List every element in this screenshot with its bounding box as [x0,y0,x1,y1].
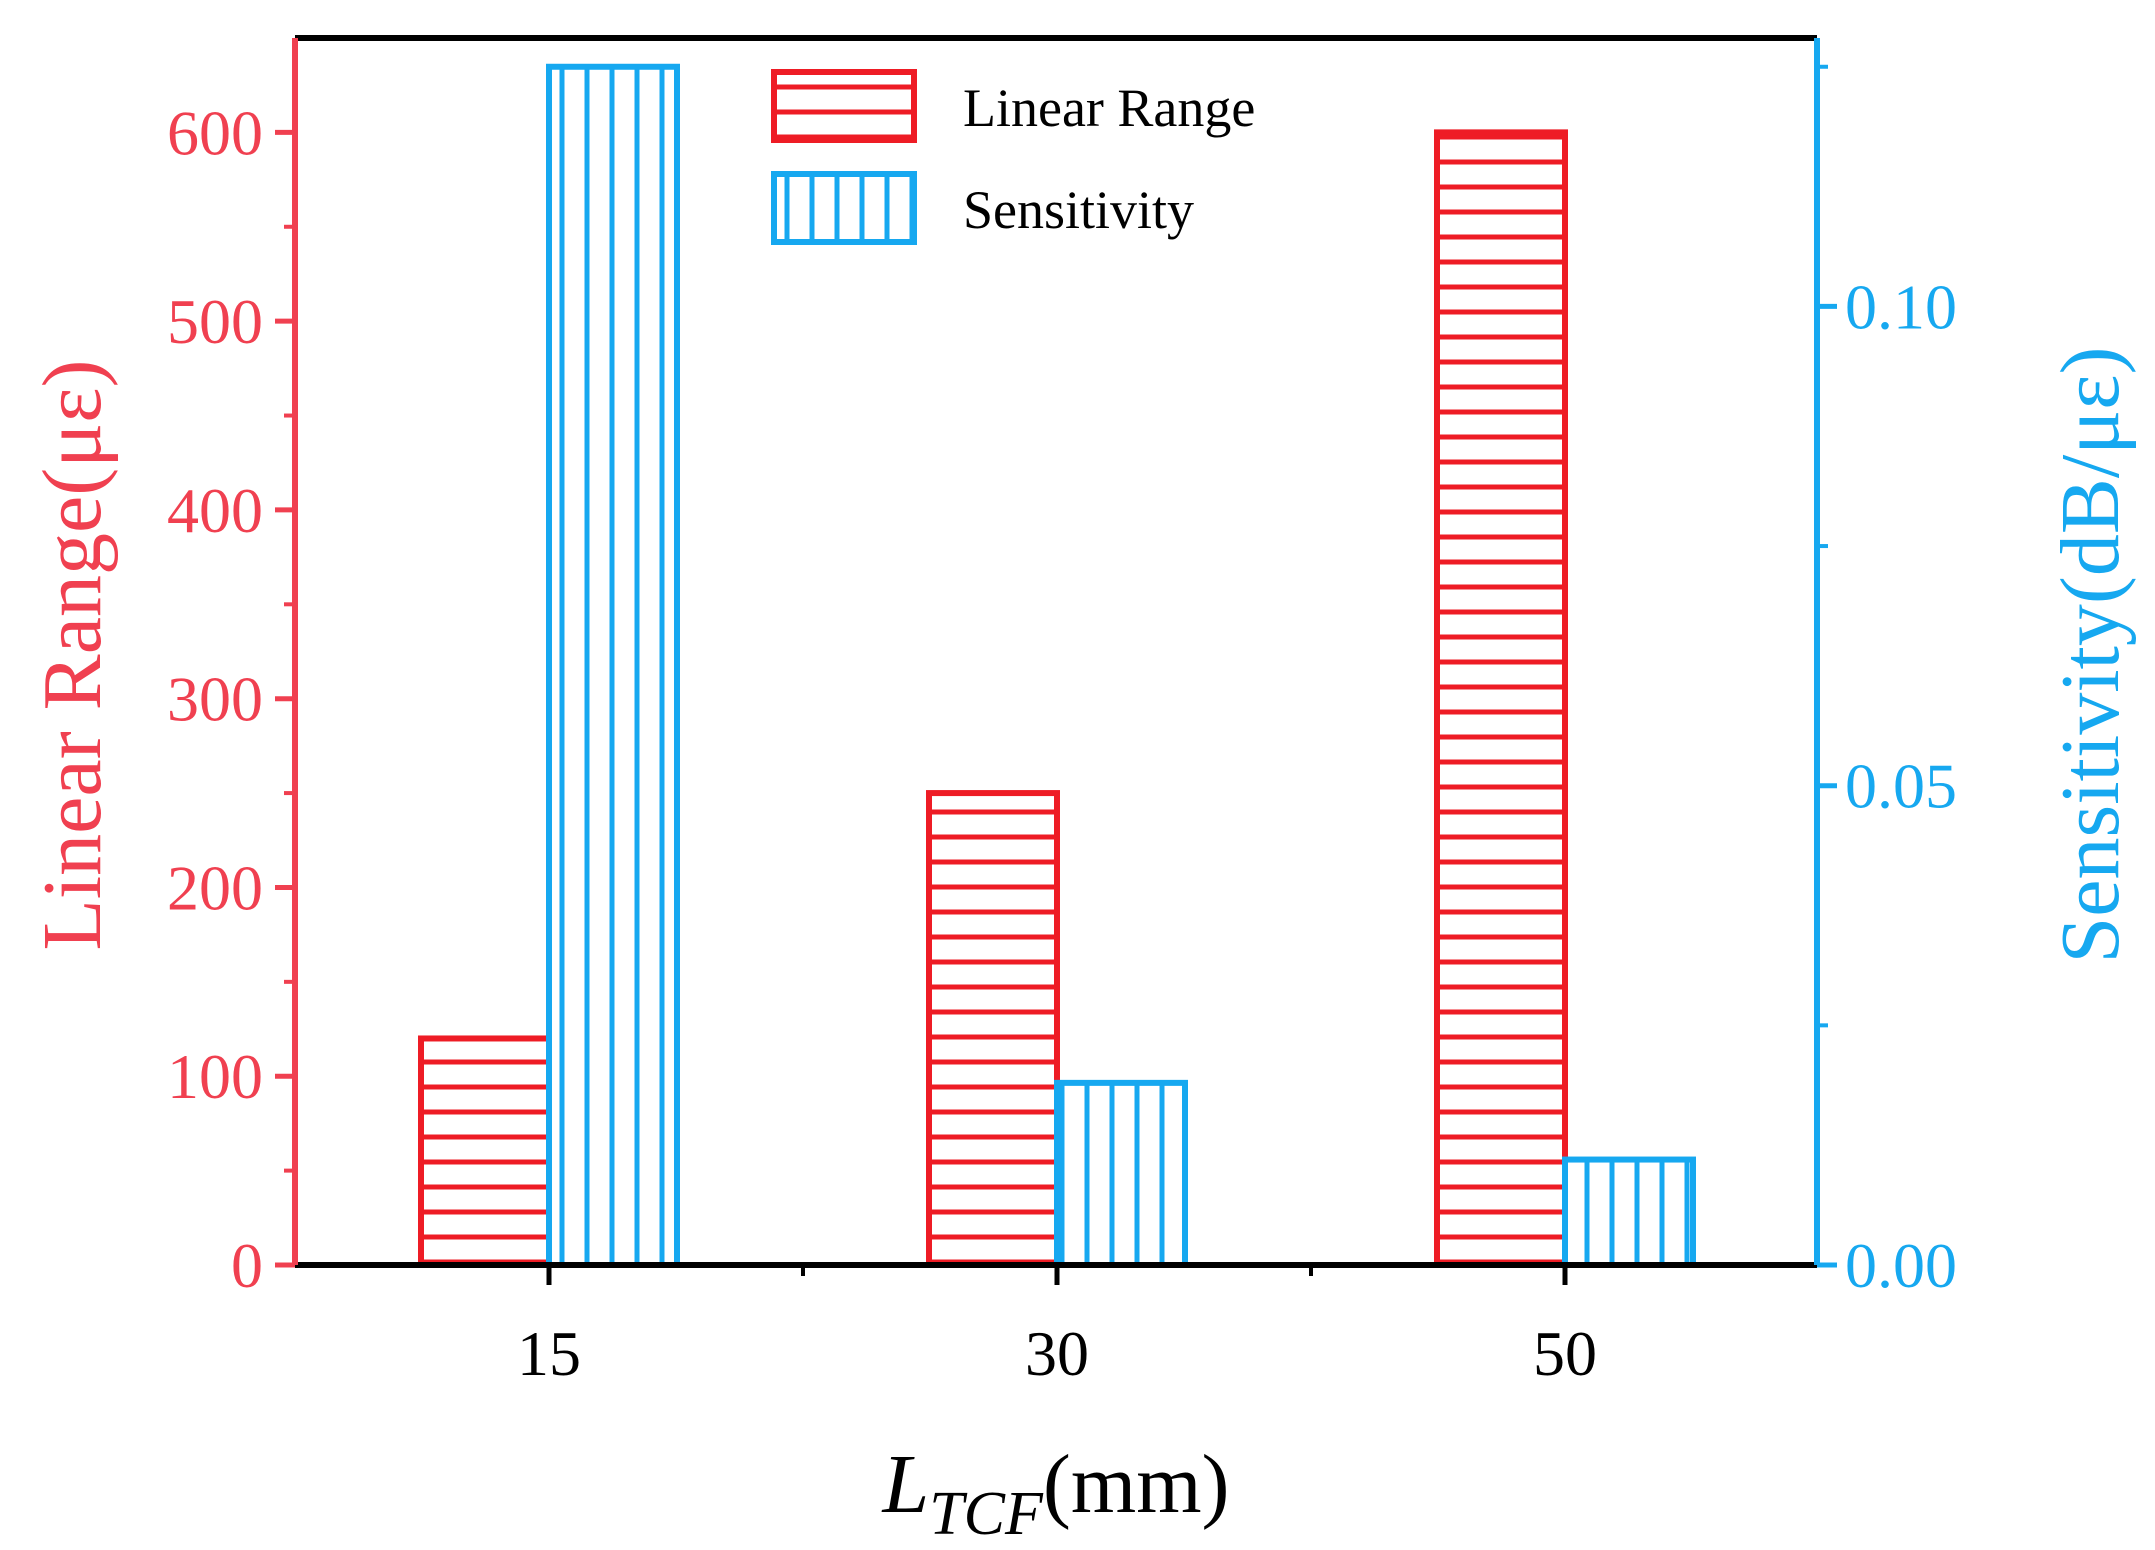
bars-layer [418,63,1696,1268]
bar-sensitivity-15 [546,63,680,1268]
left-tick-label-300: 300 [167,664,263,735]
left-y-axis: 0 100 200 300 400 500 600 [167,38,298,1301]
right-y-axis-title: Sensitivity(dB/με) [2044,347,2137,964]
right-tick-label-0.10: 0.10 [1845,271,1957,342]
right-tick-label-0.00: 0.00 [1845,1230,1957,1301]
legend-label-linear-range: Linear Range [963,78,1255,138]
x-tick-label-15: 15 [517,1318,581,1389]
x-tick-label-50: 50 [1533,1318,1597,1389]
left-tick-label-100: 100 [167,1041,263,1112]
left-tick-label-200: 200 [167,852,263,923]
left-tick-label-500: 500 [167,286,263,357]
x-axis-title-main: L [881,1438,929,1531]
right-tick-label-0.05: 0.05 [1845,751,1957,822]
legend-swatch-linear-range [771,69,917,143]
legend-swatch-sensitivity [771,171,917,245]
bar-sensitivity-50 [1562,1156,1696,1268]
bar-linear-range-30 [926,790,1060,1268]
right-y-axis: 0.00 0.05 0.10 [1814,38,1957,1301]
x-axis-title: LTCF(mm) [881,1438,1229,1548]
bar-sensitivity-30 [1054,1079,1188,1268]
bar-linear-range-50 [1434,129,1568,1268]
left-tick-label-0: 0 [231,1230,263,1301]
x-axis: 15 30 50 [517,1265,1597,1389]
left-y-axis-title: Linear Range(με) [26,359,119,950]
x-tick-label-30: 30 [1025,1318,1089,1389]
legend: Linear Range Sensitivity [771,69,1255,245]
legend-label-sensitivity: Sensitivity [963,180,1194,240]
left-tick-label-400: 400 [167,475,263,546]
bar-linear-range-15 [418,1035,552,1268]
x-axis-title-subscript: TCF [929,1480,1044,1548]
x-axis-title-unit: (mm) [1043,1438,1230,1531]
left-tick-label-600: 600 [167,97,263,168]
